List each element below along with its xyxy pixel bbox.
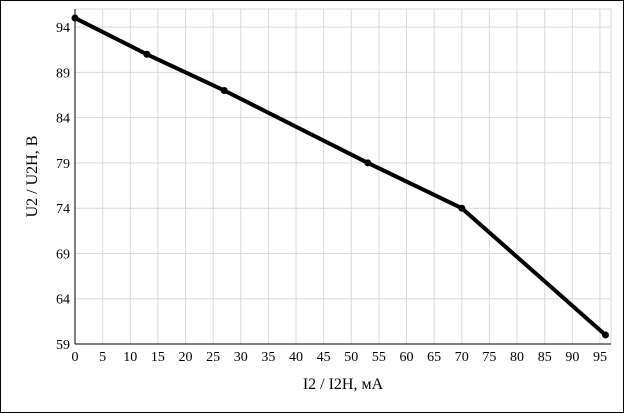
series-group: [71, 14, 609, 339]
x-axis-ticks: 0 5 10 15 20 25 30 35 40 45 50 55 60 65 70 75 80 85 90 95: [72, 350, 607, 365]
x-tick-label: 25: [206, 350, 220, 365]
x-tick-label: 10: [123, 350, 137, 365]
data-point: [601, 331, 609, 339]
x-tick-label: 80: [510, 350, 524, 365]
x-tick-label: 55: [372, 350, 386, 365]
x-tick-label: 0: [72, 350, 79, 365]
y-axis-title: U2 / U2H, В: [24, 136, 41, 218]
x-tick-label: 5: [99, 350, 106, 365]
x-tick-label: 30: [234, 350, 248, 365]
x-tick-label: 70: [455, 350, 469, 365]
data-point: [220, 86, 228, 94]
y-tick-label: 94: [56, 21, 70, 36]
grid-lines: [74, 8, 612, 345]
series-line: [74, 16, 607, 337]
x-tick-label: 45: [317, 350, 331, 365]
y-tick-label: 59: [56, 338, 70, 353]
y-tick-label: 64: [56, 293, 70, 308]
y-tick-label: 89: [56, 66, 70, 81]
x-tick-label: 85: [538, 350, 552, 365]
y-tick-label: 84: [56, 112, 70, 127]
x-tick-label: 40: [289, 350, 303, 365]
y-tick-label: 79: [56, 157, 70, 172]
x-tick-label: 50: [344, 350, 358, 365]
x-tick-label: 35: [261, 350, 275, 365]
y-tick-label: 69: [56, 247, 70, 262]
x-tick-label: 95: [593, 350, 607, 365]
data-point: [364, 159, 372, 167]
x-tick-label: 15: [151, 350, 165, 365]
y-axis-ticks: 59 64 69 74 79 84 89 94: [56, 21, 70, 353]
x-tick-label: 90: [565, 350, 579, 365]
y-tick-label: 74: [56, 202, 70, 217]
x-tick-label: 20: [179, 350, 193, 365]
data-point: [143, 50, 151, 58]
x-tick-label: 75: [482, 350, 496, 365]
x-axis-title: I2 / I2H, мА: [303, 376, 384, 393]
data-point: [458, 204, 466, 212]
x-tick-label: 65: [427, 350, 441, 365]
x-tick-label: 60: [400, 350, 414, 365]
data-point: [71, 14, 79, 22]
